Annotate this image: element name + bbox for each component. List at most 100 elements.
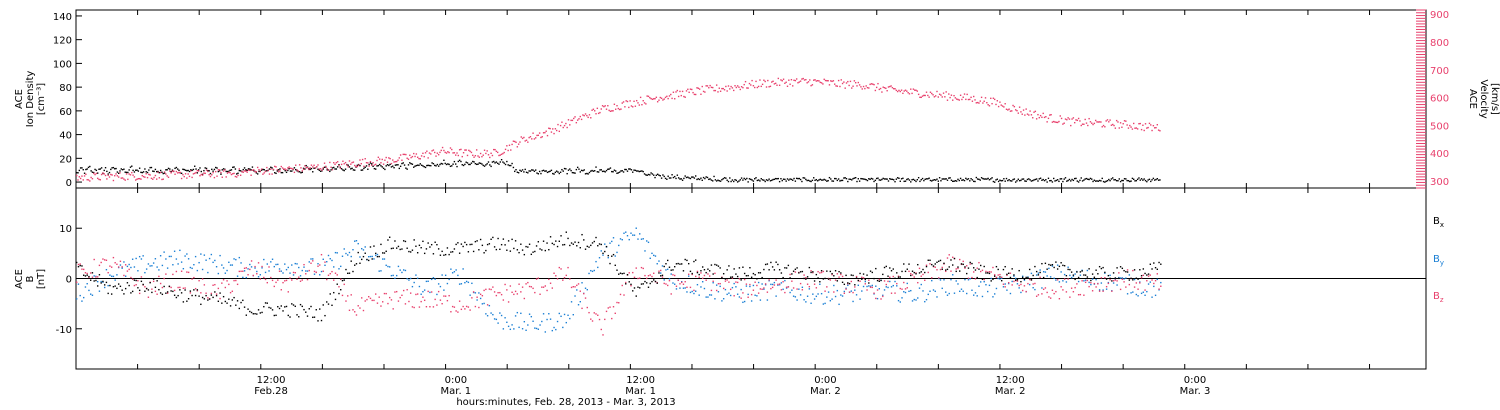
bz-point	[500, 293, 503, 296]
velocity-point	[401, 159, 403, 161]
density-point	[1126, 179, 1128, 182]
bx-point	[798, 272, 800, 274]
bz-point	[457, 311, 459, 313]
density-point	[83, 172, 86, 174]
density-point	[317, 168, 319, 170]
density-point	[803, 177, 806, 179]
density-point	[230, 169, 233, 171]
density-point	[1072, 179, 1075, 182]
velocity-point	[835, 85, 837, 87]
density-point	[820, 179, 823, 181]
density-point	[643, 173, 646, 175]
velocity-point	[582, 114, 584, 116]
velocity-point	[927, 94, 929, 97]
density-point	[133, 171, 136, 173]
velocity-point	[709, 84, 711, 87]
velocity-point	[500, 153, 503, 156]
by-point	[691, 290, 693, 293]
velocity-point	[912, 88, 915, 90]
by-point	[247, 268, 249, 270]
velocity-point	[802, 77, 804, 80]
bz-point	[259, 278, 261, 280]
velocity-point	[323, 162, 326, 164]
bx-point	[100, 282, 102, 284]
by-point	[207, 271, 209, 274]
bx-point	[140, 280, 143, 283]
velocity-point	[763, 79, 765, 81]
velocity-point	[1081, 123, 1084, 125]
velocity-point	[923, 94, 925, 97]
bx-point	[1144, 272, 1146, 275]
velocity-point	[204, 172, 206, 175]
velocity-point	[275, 166, 277, 168]
by-point	[1037, 272, 1040, 274]
velocity-point	[862, 85, 865, 88]
density-point	[183, 168, 185, 171]
bz-point	[570, 286, 573, 289]
density-point	[1150, 180, 1152, 183]
velocity-point	[739, 88, 741, 91]
bx-point	[806, 276, 809, 278]
bx-point	[687, 262, 690, 265]
by-point	[625, 231, 627, 233]
bz-point	[196, 290, 199, 292]
density-point	[243, 167, 246, 169]
velocity-point	[469, 150, 471, 153]
bx-point	[303, 308, 305, 311]
velocity-point	[928, 96, 930, 98]
velocity-point	[653, 98, 655, 100]
by-point	[990, 277, 992, 280]
bz-point	[785, 286, 788, 288]
by-point	[514, 315, 517, 317]
by-point	[1016, 283, 1019, 285]
by-point	[986, 290, 989, 293]
velocity-point	[945, 91, 947, 93]
velocity-point	[634, 105, 637, 107]
velocity-point	[1091, 122, 1093, 124]
bx-point	[827, 278, 830, 280]
density-point	[395, 164, 398, 166]
by-point	[259, 274, 261, 276]
bz-point	[824, 290, 826, 292]
density-point	[1146, 180, 1148, 183]
density-point	[1000, 180, 1002, 182]
bz-point	[292, 271, 295, 274]
by-point	[953, 292, 956, 294]
bz-point	[563, 277, 566, 279]
bz-point	[535, 278, 538, 280]
velocity-point	[314, 167, 317, 169]
by-point	[687, 275, 690, 277]
bx-point	[635, 295, 637, 297]
density-point	[565, 168, 567, 170]
bz-point	[934, 266, 936, 268]
by-point	[446, 282, 449, 285]
bx-point	[172, 290, 174, 293]
velocity-point	[235, 176, 238, 178]
density-point	[455, 163, 457, 165]
density-point	[464, 163, 466, 166]
bx-point	[897, 276, 900, 278]
bz-point	[467, 306, 470, 308]
by-point	[1100, 282, 1103, 284]
bz-point	[102, 258, 104, 260]
velocity-point	[482, 154, 484, 156]
velocity-point	[1138, 123, 1140, 125]
density-point	[919, 180, 921, 183]
by-point	[791, 289, 793, 291]
velocity-point	[755, 80, 757, 83]
bz-point	[96, 276, 99, 278]
velocity-point	[987, 104, 989, 106]
density-point	[1004, 180, 1006, 182]
velocity-point	[1098, 121, 1101, 123]
by-point	[329, 258, 331, 260]
bx-point	[995, 265, 998, 268]
bz-point	[952, 256, 954, 259]
velocity-point	[79, 177, 82, 180]
velocity-point	[1071, 118, 1073, 120]
density-point	[310, 167, 313, 170]
bx-point	[565, 231, 567, 233]
density-point	[1062, 180, 1064, 183]
velocity-point	[466, 154, 469, 157]
bz-point	[98, 264, 101, 267]
time-tick-label-time: 0:00	[814, 375, 836, 386]
